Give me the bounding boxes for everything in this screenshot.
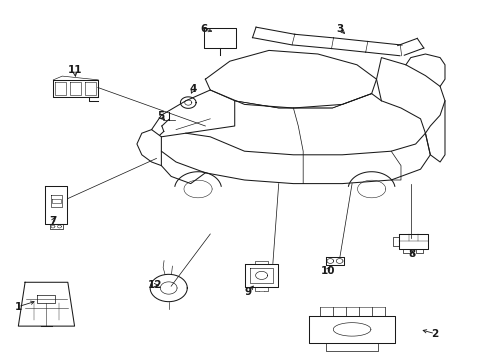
Text: 11: 11 [67,65,82,75]
Text: 8: 8 [408,249,415,259]
Text: 1: 1 [15,302,21,312]
Text: 5: 5 [157,111,163,121]
Text: 7: 7 [49,216,57,226]
Text: 2: 2 [431,329,438,339]
Text: 6: 6 [201,24,207,34]
Text: 9: 9 [244,287,251,297]
Text: 10: 10 [320,266,334,276]
Text: 4: 4 [189,84,197,94]
Text: 3: 3 [336,24,343,34]
Text: 12: 12 [148,280,163,290]
